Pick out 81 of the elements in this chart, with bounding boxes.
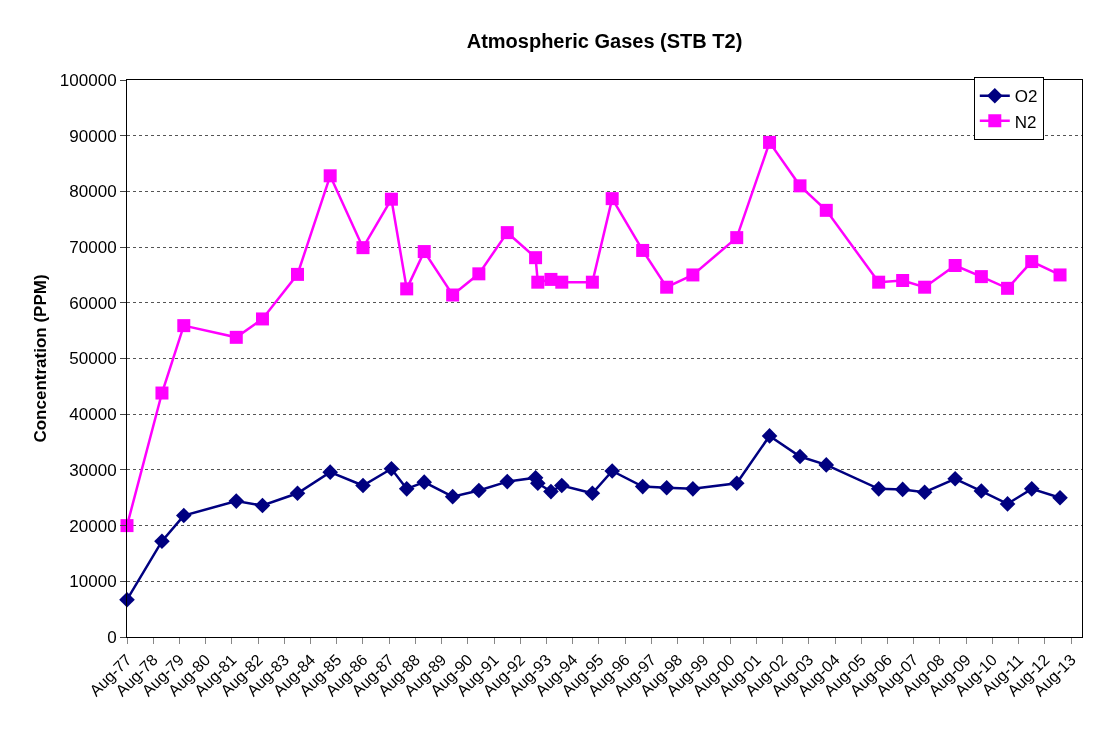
point: [289, 485, 306, 502]
point: [255, 312, 269, 326]
point: [543, 483, 559, 500]
point: [400, 282, 414, 296]
point: [177, 319, 191, 333]
y-tick-label: 80000: [69, 182, 117, 202]
point: [553, 477, 570, 494]
y-tick-label: 50000: [69, 349, 117, 369]
y-tick-label: 40000: [69, 405, 117, 425]
point: [228, 493, 245, 509]
point: [529, 251, 543, 265]
point: [384, 192, 398, 206]
point: [685, 481, 701, 497]
point: [761, 428, 778, 444]
point: [947, 471, 963, 487]
point: [896, 274, 910, 288]
point: [446, 288, 460, 302]
point: [1052, 489, 1068, 506]
point: [322, 464, 338, 480]
y-tick-label: 70000: [69, 238, 117, 258]
point: [973, 483, 990, 499]
point: [417, 245, 431, 259]
point: [870, 481, 887, 497]
point: [819, 203, 833, 217]
point: [254, 497, 271, 514]
point: [155, 386, 169, 400]
point: [175, 507, 192, 524]
point: [948, 258, 962, 272]
point: [793, 179, 807, 193]
legend-label: O2: [1014, 87, 1038, 107]
point: [500, 226, 514, 240]
point: [918, 280, 932, 294]
y-tick-label: 60000: [69, 293, 117, 313]
point: [355, 477, 371, 494]
point: [894, 481, 911, 498]
point: [291, 267, 305, 281]
y-tick-label: 30000: [69, 460, 117, 480]
point: [660, 280, 674, 294]
point: [383, 460, 400, 477]
y-axis-title: Concentration (PPM): [31, 274, 51, 443]
point: [999, 496, 1016, 512]
point: [605, 192, 619, 206]
point: [356, 241, 370, 255]
y-tick-label: 100000: [59, 70, 117, 90]
point: [323, 169, 337, 183]
point: [658, 479, 675, 496]
y-tick-label: 0: [107, 627, 117, 647]
chart-title: Atmospheric Gases (STB T2): [466, 29, 743, 52]
point: [686, 268, 700, 282]
point: [416, 474, 433, 490]
point: [531, 275, 545, 289]
y-tick-label: 10000: [69, 572, 117, 592]
y-tick-label: 90000: [69, 126, 117, 146]
point: [792, 448, 808, 465]
point: [818, 457, 835, 473]
point: [1001, 281, 1015, 295]
point: [444, 488, 461, 505]
point: [1025, 255, 1039, 269]
point: [154, 533, 170, 549]
point: [730, 231, 744, 245]
point: [398, 481, 415, 497]
legend-label: N2: [1014, 112, 1037, 132]
point: [585, 275, 599, 289]
point: [763, 135, 777, 149]
point: [119, 591, 135, 608]
point: [471, 482, 487, 499]
point: [555, 275, 569, 289]
point: [584, 485, 601, 502]
y-tick-label: 20000: [69, 516, 117, 536]
point: [499, 473, 516, 490]
point: [636, 243, 650, 257]
point: [974, 270, 988, 284]
point: [472, 267, 486, 281]
point: [1023, 481, 1040, 497]
point: [1053, 268, 1067, 282]
point: [634, 478, 651, 495]
point: [728, 475, 745, 492]
point: [229, 330, 243, 344]
point: [916, 484, 933, 500]
point: [872, 275, 886, 289]
point: [604, 463, 620, 479]
